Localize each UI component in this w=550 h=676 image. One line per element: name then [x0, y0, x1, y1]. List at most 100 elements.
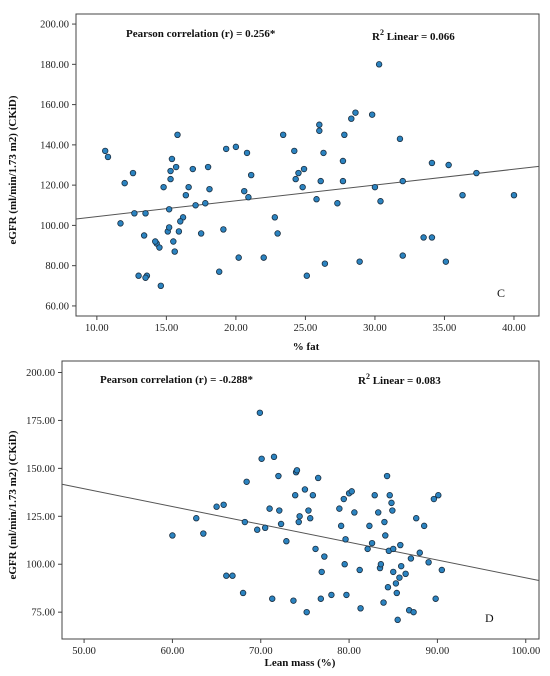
panel-label-d: D: [485, 611, 494, 625]
y-tick-label: 60.00: [45, 301, 69, 312]
x-tick-label: 80.00: [337, 646, 361, 657]
data-point: [420, 522, 428, 530]
data-point: [235, 254, 242, 261]
data-point: [356, 566, 363, 574]
data-point: [396, 574, 403, 581]
data-point: [438, 566, 446, 574]
r2-suffix-d: Linear = 0.083: [370, 375, 441, 387]
pearson-annotation-d: Pearson correlation (r) = -0.288*: [100, 374, 253, 386]
data-point: [174, 131, 181, 138]
x-tick-label: 30.00: [363, 323, 387, 334]
plot-frame-d: [61, 360, 540, 640]
data-point: [416, 549, 423, 556]
data-point: [435, 492, 442, 499]
data-point: [261, 524, 269, 531]
data-points-d: [169, 409, 446, 624]
data-point: [348, 488, 355, 495]
y-axis-ticks-c: 60.00 80.00 100.00 120.00 140.00 160.00 180.00…: [40, 20, 76, 312]
data-point: [445, 161, 452, 169]
data-point: [165, 206, 173, 213]
data-point: [200, 530, 207, 537]
data-point: [152, 238, 159, 245]
data-point: [172, 163, 180, 171]
data-point: [220, 501, 227, 508]
data-point: [368, 539, 376, 547]
data-point: [375, 509, 382, 516]
data-point: [399, 177, 406, 185]
data-point: [356, 258, 363, 265]
data-point: [185, 183, 192, 191]
data-point: [296, 513, 303, 520]
data-point: [371, 492, 378, 499]
y-tick-label: 175.00: [26, 416, 55, 427]
data-point: [292, 175, 299, 183]
x-tick-label: 70.00: [249, 646, 273, 657]
x-axis-label-c: % fat: [293, 341, 320, 353]
plot-frame-c: [75, 13, 540, 317]
data-point: [232, 143, 240, 151]
y-tick-label: 75.00: [31, 608, 55, 619]
data-point: [303, 608, 310, 616]
data-point: [343, 591, 350, 599]
data-point: [276, 507, 283, 514]
data-point: [171, 248, 178, 255]
y-tick-label: 200.00: [40, 20, 69, 31]
data-point: [243, 478, 250, 485]
y-tick-label: 150.00: [26, 464, 55, 475]
data-point: [316, 127, 323, 134]
y-axis-label-c: eGFR (ml/min/1.73 m2) (CKiD): [7, 95, 19, 244]
data-point: [420, 234, 427, 241]
data-point: [266, 505, 273, 512]
data-point: [320, 149, 327, 157]
r2-prefix-d: R: [358, 375, 367, 387]
x-tick-label: 90.00: [426, 646, 450, 657]
data-point: [368, 111, 376, 118]
data-point: [396, 135, 404, 143]
data-point: [371, 183, 379, 191]
data-point: [216, 268, 223, 275]
data-point: [165, 224, 173, 231]
y-tick-label: 200.00: [26, 368, 55, 379]
x-tick-label: 25.00: [294, 323, 318, 334]
data-point: [425, 559, 432, 566]
y-tick-label: 80.00: [45, 261, 69, 272]
data-point: [271, 214, 279, 221]
r2-sup-c: 2: [380, 28, 384, 37]
x-axis-ticks-c: 10.00 15.00 20.00 25.00 30.00 35.00 40.00: [85, 316, 526, 334]
data-point: [334, 200, 341, 207]
r2-suffix-c: Linear = 0.066: [384, 31, 455, 43]
x-tick-label: 15.00: [155, 323, 179, 334]
data-point: [299, 183, 306, 191]
y-axis-ticks-d: 75.00 100.00 125.00 150.00 175.00 200.00: [26, 368, 62, 619]
data-point: [377, 561, 385, 568]
fit-line-d-group: [61, 483, 540, 582]
data-point: [213, 503, 220, 510]
data-point: [157, 282, 165, 289]
data-point: [293, 467, 301, 474]
data-point: [277, 520, 285, 528]
x-tick-label: 10.00: [85, 323, 109, 334]
data-point: [510, 191, 518, 199]
data-point: [303, 272, 311, 279]
fit-line-c: [75, 165, 540, 220]
data-point: [243, 149, 251, 157]
x-tick-label: 100.00: [511, 646, 540, 657]
data-point: [131, 210, 138, 217]
data-point: [204, 163, 212, 171]
data-point: [337, 522, 345, 530]
x-axis-ticks-d: 50.00 60.00 70.00 80.00 90.00 100.00: [72, 639, 540, 657]
data-point: [274, 230, 281, 237]
data-point: [177, 218, 184, 225]
data-point: [104, 153, 112, 161]
data-point: [121, 179, 128, 187]
data-point: [459, 191, 466, 199]
data-point: [175, 228, 183, 235]
data-point: [247, 171, 255, 179]
y-axis-label-d: eGFR (ml/min/1.73 m2) (CKiD): [7, 430, 19, 579]
data-point: [384, 584, 392, 591]
data-point: [473, 169, 480, 177]
data-point: [245, 194, 252, 201]
x-tick-label: 50.00: [72, 646, 96, 657]
data-point: [241, 518, 249, 526]
